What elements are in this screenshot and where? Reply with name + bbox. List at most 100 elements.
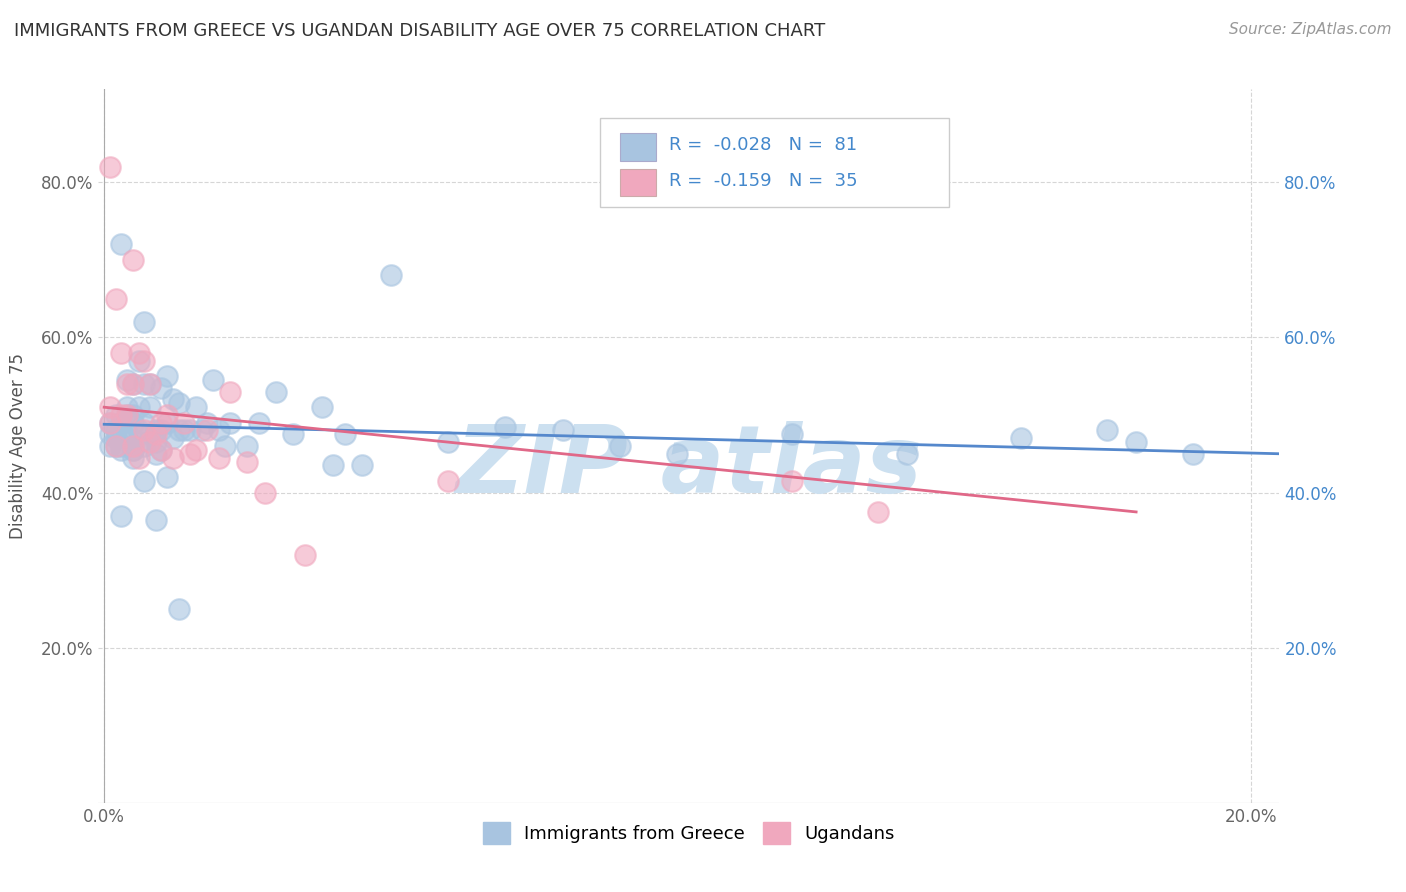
Point [145, 427, 167, 442]
Point [173, 416, 195, 430]
Point [780, 427, 803, 442]
Point [139, 435, 162, 450]
Point [551, 424, 574, 438]
Point [780, 474, 803, 488]
Point [162, 431, 184, 445]
Point [247, 416, 270, 430]
Point [110, 424, 132, 438]
Point [110, 237, 132, 252]
Point [184, 401, 207, 415]
Point [208, 424, 231, 438]
Point [167, 424, 190, 438]
Point [121, 376, 143, 391]
Point [167, 602, 190, 616]
Point [145, 513, 167, 527]
Point [128, 353, 150, 368]
Point [380, 268, 402, 283]
Point [115, 373, 138, 387]
Point [868, 505, 890, 519]
Point [236, 439, 259, 453]
Point [128, 346, 150, 360]
Point [115, 401, 138, 415]
Point [110, 416, 132, 430]
Point [352, 458, 374, 473]
Point [121, 442, 143, 457]
Point [110, 346, 132, 360]
Point [121, 439, 143, 453]
Point [195, 424, 218, 438]
Point [214, 439, 236, 453]
Text: R =  -0.028   N =  81: R = -0.028 N = 81 [669, 136, 858, 153]
Point [121, 408, 143, 422]
Bar [620, 134, 655, 161]
Point [219, 416, 242, 430]
Point [121, 252, 143, 267]
Point [236, 454, 259, 468]
Point [156, 369, 179, 384]
Point [104, 431, 127, 445]
Point [121, 442, 143, 457]
Point [145, 435, 167, 450]
Point [609, 439, 631, 453]
Point [139, 401, 162, 415]
Point [294, 548, 316, 562]
Point [121, 439, 143, 453]
Point [162, 392, 184, 407]
FancyBboxPatch shape [600, 118, 949, 207]
Point [98, 427, 121, 442]
Point [173, 424, 195, 438]
Point [134, 353, 156, 368]
Text: ZIP atlas: ZIP atlas [456, 421, 922, 514]
Point [437, 474, 460, 488]
Point [896, 447, 918, 461]
Point [139, 427, 162, 442]
Point [98, 160, 121, 174]
Point [437, 435, 460, 450]
Point [134, 416, 156, 430]
Point [150, 381, 173, 395]
Point [150, 416, 173, 430]
Point [115, 376, 138, 391]
Point [104, 408, 127, 422]
Point [121, 416, 143, 430]
Point [150, 442, 173, 457]
Point [115, 427, 138, 442]
Point [98, 439, 121, 453]
Point [167, 396, 190, 410]
Point [110, 442, 132, 457]
Point [666, 447, 689, 461]
Point [139, 376, 162, 391]
Point [121, 450, 143, 465]
Point [98, 401, 121, 415]
Point [283, 427, 305, 442]
Point [1097, 424, 1119, 438]
Point [115, 431, 138, 445]
Point [1011, 431, 1033, 445]
Point [128, 450, 150, 465]
Point [110, 439, 132, 453]
Point [98, 416, 121, 430]
Point [134, 424, 156, 438]
Point [110, 508, 132, 523]
Point [208, 450, 231, 465]
Point [150, 424, 173, 438]
Point [104, 439, 127, 453]
Point [264, 384, 287, 399]
Text: Source: ZipAtlas.com: Source: ZipAtlas.com [1229, 22, 1392, 37]
Point [104, 439, 127, 453]
Point [156, 470, 179, 484]
Point [333, 427, 356, 442]
Point [145, 424, 167, 438]
Point [311, 401, 333, 415]
Y-axis label: Disability Age Over 75: Disability Age Over 75 [10, 353, 27, 539]
Point [195, 416, 218, 430]
Point [128, 435, 150, 450]
Point [156, 408, 179, 422]
Point [128, 401, 150, 415]
Legend: Immigrants from Greece, Ugandans: Immigrants from Greece, Ugandans [475, 814, 903, 851]
Point [134, 376, 156, 391]
Point [104, 424, 127, 438]
Point [98, 416, 121, 430]
Text: IMMIGRANTS FROM GREECE VS UGANDAN DISABILITY AGE OVER 75 CORRELATION CHART: IMMIGRANTS FROM GREECE VS UGANDAN DISABI… [14, 22, 825, 40]
Point [115, 408, 138, 422]
